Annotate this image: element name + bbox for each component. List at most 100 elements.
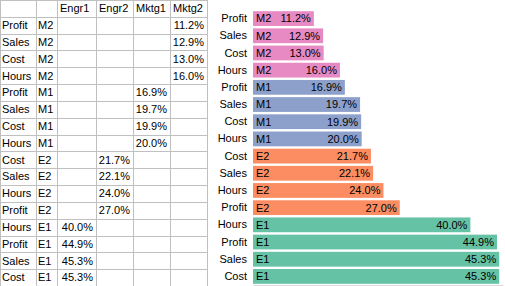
y-tick: Hours [218,132,248,144]
data-label: 27.0% [366,202,397,214]
bar [253,46,324,61]
table-row-label: Hours [2,70,32,82]
table-grid [0,0,208,286]
bar-group-label: M1 [256,81,271,93]
table-cell: 13.0% [173,53,204,65]
table-row-group: M2 [38,70,53,82]
table-row-line [0,185,208,186]
y-tick-label: Profit [221,236,247,248]
x-axis-line [254,285,504,286]
y-tick-label: Cost [224,150,247,162]
table-row-line [0,17,208,18]
table-row-label: Profit [2,19,28,31]
table-row-label: Sales [2,36,30,48]
bar-group-label: M1 [256,98,271,110]
table-cell: 24.0% [99,187,130,199]
data-label: 45.3% [465,270,496,282]
bar-labels: M2M2M2M2M1M1M1M1E2E2E2E2E1E1E1E111.2%12.… [256,12,496,282]
data-label: 21.7% [337,150,368,162]
bar-group-label: M2 [256,47,271,59]
data-label: 19.7% [326,98,357,110]
bar-group-label: E2 [256,202,269,214]
table-row-group: E1 [38,221,51,233]
table-row-label: Profit [2,238,28,250]
bar [253,11,314,26]
y-axis: Profit Sales Cost Hours Profit Sales Cost Hours… [218,12,248,282]
table-row-group: E2 [38,187,51,199]
table-row-line [0,84,208,85]
table-row-line [0,0,208,1]
data-label: 16.9% [311,81,342,93]
bar [253,183,383,198]
bar [253,166,373,181]
table-row-group: E2 [38,204,51,216]
y-tick-label: Hours [218,132,248,144]
table-cell: 40.0% [62,221,93,233]
bar [253,63,340,78]
table-row-label: Cost [2,120,25,132]
bar [253,114,361,129]
y-tick: Profit [221,236,247,248]
data-label: 22.1% [339,167,370,179]
y-tick: Sales [219,167,247,179]
table-row-line [0,219,208,220]
table-column-line [133,0,134,286]
table-header: Mktg2 [173,2,203,14]
y-tick: Cost [224,270,247,282]
y-tick-label: Cost [224,46,247,58]
table-row-label: Hours [2,137,32,149]
table: Engr1Engr2Mktg1Mktg2ProfitM211.2%SalesM2… [0,0,208,286]
data-label: 13.0% [289,47,320,59]
bar [253,217,470,232]
table-row-line [0,168,208,169]
table-cell: 44.9% [62,238,93,250]
bar-group-label: E1 [256,253,269,265]
bar [253,235,497,250]
table-cell: 12.9% [173,36,204,48]
table-cell: 19.7% [136,103,167,115]
table-row-label: Sales [2,103,30,115]
table-cell: 27.0% [99,204,130,216]
table-row-line [0,252,208,253]
table-row-label: Profit [2,86,28,98]
canvas: Engr1Engr2Mktg1Mktg2ProfitM211.2%SalesM2… [0,0,505,286]
table-row-group: E1 [38,255,51,267]
table-column-line [57,0,58,286]
table-column-line [96,0,97,286]
table-row-group: E1 [38,238,51,250]
table-cell: 19.9% [136,120,167,132]
y-tick-label: Profit [221,81,247,93]
table-row-group: E1 [38,271,51,283]
chart: Profit Sales Cost Hours Profit Sales Cost Hours… [218,11,504,285]
table-row-label: Cost [2,154,25,166]
y-tick: Sales [219,98,247,110]
table-header: Engr2 [99,2,128,14]
table-header: Mktg1 [136,2,166,14]
table-row-label: Hours [2,221,32,233]
table-row-label: Sales [2,255,30,267]
y-tick-label: Profit [221,12,247,24]
table-column-line [36,0,37,286]
bar-group-label: M2 [256,30,271,42]
y-tick: Cost [224,46,247,58]
table-cell: 16.0% [173,70,204,82]
table-cell: 22.1% [99,170,130,182]
bar [253,149,371,164]
y-tick-label: Sales [219,98,247,110]
table-row-line [0,151,208,152]
y-tick: Profit [221,81,247,93]
table-row-group: M1 [38,137,53,149]
table-cell: 16.9% [136,86,167,98]
y-tick: Sales [219,253,247,265]
bar [253,269,499,284]
bar [253,80,345,95]
y-tick-label: Cost [224,115,247,127]
table-column-line [207,0,208,286]
bar-group-label: E1 [256,270,269,282]
data-label: 45.3% [465,253,496,265]
table-row-group: M2 [38,19,53,31]
y-tick: Hours [218,64,248,76]
table-row-line [0,202,208,203]
data-label: 11.2% [280,12,311,24]
y-tick: Sales [219,29,247,41]
